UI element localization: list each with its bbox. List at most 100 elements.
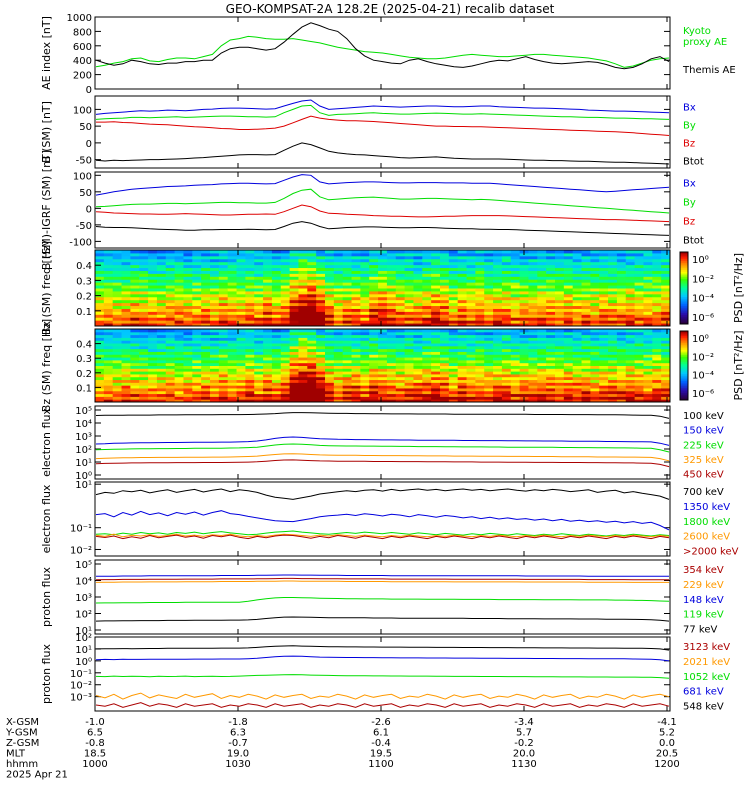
y-tick-label: 10² [75,610,92,621]
spectrogram-cell [263,270,273,274]
spectrogram-cell [537,393,547,397]
spectrogram-cell [599,317,609,321]
spectrogram-cell [263,385,273,389]
spectrogram-cell [466,308,476,312]
spectrogram-cell [192,317,202,321]
spectrogram-cell [263,387,273,392]
spectrogram-cell [466,285,476,289]
spectrogram-cell [643,376,653,381]
spectrogram-cell [165,250,176,254]
y-tick-label: 10¹ [75,480,92,491]
spectrogram-cell [528,250,538,254]
y-tick-label: 600 [73,42,92,53]
y-tick-label: 100 [73,171,92,182]
spectrogram-cell [590,382,600,386]
spectrogram-cell [466,379,476,383]
spectrogram-cell [210,354,220,358]
spectrogram-cell [386,288,397,292]
spectrogram-cell [236,250,246,254]
spectrogram-cell [236,376,246,381]
spectrogram-cell [422,334,432,338]
spectrogram-cell [112,270,123,274]
spectrogram-cell [192,323,202,327]
spectrogram-cell [227,343,238,347]
spectrogram-cell [333,285,344,289]
spectrogram-cell [404,337,414,341]
spectrogram-cell [431,396,441,400]
spectrogram-cell [395,314,406,318]
spectrogram-cell [537,285,547,289]
spectrogram-cell [608,267,618,271]
spectrogram-cell [661,385,671,389]
spectrogram-cell [103,396,114,400]
spectrogram-cell [130,362,140,366]
spectrogram-cell [652,290,662,295]
spectrogram-cell [448,323,459,327]
spectrogram-cell [581,308,591,312]
spectrogram-cell [413,296,423,301]
spectrogram-cell [475,285,485,289]
spectrogram-cell [643,399,653,403]
spectrogram-cell [519,270,529,274]
spectrogram-cell [95,365,105,369]
spectrogram-cell [634,308,644,312]
spectrogram-cell [395,376,406,381]
spectrogram-cell [351,273,361,277]
spectrogram-cell [360,264,370,269]
y-axis-label: electron flux [40,408,53,477]
spectrogram-cell [528,308,538,312]
spectrogram-cell [625,368,636,372]
spectrogram-cell [298,334,308,338]
spectrogram-cell [183,365,193,369]
spectrogram-cell [95,270,105,274]
spectrogram-cell [236,311,246,315]
spectrogram-cell [590,308,600,312]
spectrogram-cell [519,285,529,289]
spectrogram-cell [608,387,618,392]
spectrogram-cell [643,365,653,369]
spectrogram-cell [254,334,264,338]
spectrogram-cell [475,267,485,271]
spectrogram-cell [254,317,264,321]
spectrogram-cell [440,362,450,366]
chart-title: GEO-KOMPSAT-2A 128.2E (2025-04-21) recal… [226,2,555,16]
spectrogram-cell [599,305,609,309]
spectrogram-cell [599,276,609,280]
spectrogram-cell [563,258,574,263]
spectrogram-cell [342,299,353,304]
spectrogram-cell [528,270,538,274]
spectrogram-cell [546,359,556,364]
spectrogram-cell [448,317,459,321]
spectrogram-cell [360,308,370,312]
spectrogram-cell [139,320,149,324]
spectrogram-cell [227,258,238,263]
spectrogram-cell [608,276,618,280]
spectrogram-cell [121,337,131,341]
spectrogram-cell [599,264,609,269]
spectrogram-cell [608,354,618,358]
spectrogram-cell [325,337,335,341]
spectrogram-cell [378,264,388,269]
spectrogram-cell [519,279,529,283]
spectrogram-cell [271,288,282,292]
spectrogram-cell [316,264,326,269]
spectrogram-cell [546,293,556,298]
spectrogram-cell [121,368,131,372]
spectrogram-cell [227,354,238,358]
spectrogram-cell [210,331,220,336]
spectrogram-cell [103,337,114,341]
spectrogram-cell [493,299,503,304]
spectrogram-cell [378,302,388,307]
spectrogram-cell [156,368,167,372]
spectrogram-cell [316,288,326,292]
spectrogram-cell [307,385,317,389]
spectrogram-cell [413,351,423,355]
spectrogram-cell [245,368,255,372]
spectrogram-cell [342,357,353,361]
spectrogram-cell [510,359,521,364]
spectrogram-cell [563,264,574,269]
spectrogram-cell [316,379,326,383]
spectrogram-cell [528,387,538,392]
spectrogram-cell [378,399,388,403]
spectrogram-cell [112,290,123,295]
